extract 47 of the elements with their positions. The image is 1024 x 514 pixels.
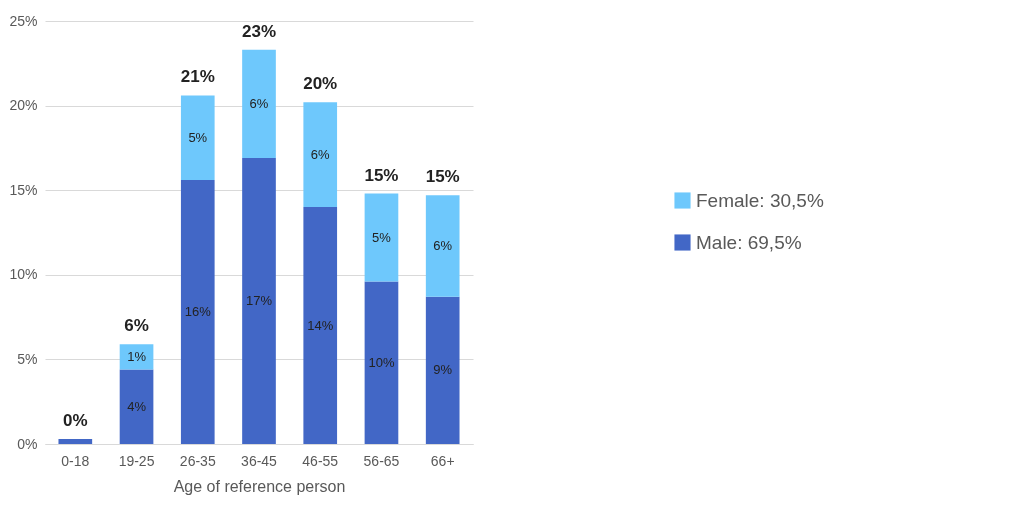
- x-tick-label: 56-65: [363, 452, 400, 469]
- bar: [180, 95, 215, 181]
- y-tick-label: 0%: [17, 435, 38, 452]
- data-label: 1%: [127, 348, 147, 364]
- bar: [425, 296, 460, 444]
- data-label: 14%: [307, 317, 334, 333]
- bar: [303, 207, 338, 444]
- bar: [242, 49, 276, 159]
- y-tick-label: 20%: [9, 97, 38, 114]
- data-label: 17%: [245, 293, 273, 309]
- x-tick-label: 36-45: [241, 452, 278, 469]
- bar: [58, 438, 93, 444]
- y-tick-label: 15%: [9, 181, 38, 198]
- x-tick-label: 26-35: [179, 452, 216, 469]
- data-label: 6%: [433, 238, 453, 254]
- bar: [242, 158, 276, 444]
- x-tick-label: 19-25: [118, 452, 155, 469]
- data-label: 16%: [184, 304, 212, 320]
- total-label: 15%: [425, 167, 460, 187]
- bar: [303, 102, 338, 208]
- data-label: 5%: [188, 129, 208, 145]
- data-label: 9%: [433, 362, 453, 378]
- data-label: 4%: [127, 398, 147, 414]
- bar: [180, 180, 215, 444]
- data-label: 6%: [310, 146, 331, 162]
- bar: [425, 195, 460, 297]
- y-tick-label: 25%: [9, 12, 38, 29]
- total-label: 0%: [63, 410, 88, 430]
- legend-label: Female: 30,5%: [696, 189, 824, 211]
- total-label: 23%: [241, 21, 277, 41]
- total-label: 21%: [180, 67, 215, 87]
- x-tick-label: 46-55: [302, 452, 339, 469]
- x-axis-title: Age of reference person: [173, 477, 346, 495]
- total-label: 20%: [303, 74, 338, 94]
- y-tick-label: 5%: [17, 350, 38, 367]
- bar: [364, 193, 399, 282]
- bar: [364, 281, 399, 444]
- data-label: 10%: [368, 354, 395, 370]
- x-tick-label: 66+: [430, 452, 455, 469]
- legend-label: Male: 69,5%: [696, 231, 802, 253]
- data-label: 5%: [372, 229, 392, 245]
- x-tick-label: 0-18: [61, 452, 90, 469]
- bar: [119, 369, 154, 444]
- y-tick-label: 10%: [9, 266, 38, 283]
- total-label: 6%: [124, 316, 149, 336]
- total-label: 15%: [364, 165, 399, 185]
- data-label: 6%: [249, 95, 269, 111]
